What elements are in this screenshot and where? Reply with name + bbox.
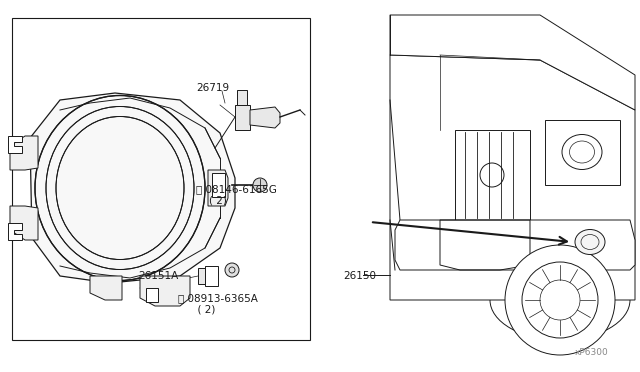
Polygon shape (390, 15, 635, 110)
Text: 26150: 26150 (343, 271, 376, 281)
Polygon shape (140, 276, 190, 306)
Text: 26151A: 26151A (138, 271, 179, 281)
Polygon shape (10, 206, 38, 240)
Polygon shape (237, 90, 247, 105)
Polygon shape (198, 268, 205, 284)
Polygon shape (90, 276, 122, 300)
Ellipse shape (575, 230, 605, 254)
Bar (545, 120, 620, 185)
Text: Ⓝ 08913-6365A
      ( 2): Ⓝ 08913-6365A ( 2) (178, 293, 258, 315)
Polygon shape (8, 136, 22, 153)
Text: Ⓑ 08146-6165G
    ( 2): Ⓑ 08146-6165G ( 2) (196, 184, 277, 206)
Polygon shape (8, 223, 22, 240)
Polygon shape (146, 288, 158, 302)
Polygon shape (250, 107, 280, 128)
Polygon shape (30, 93, 235, 283)
Text: 26719: 26719 (196, 83, 229, 93)
Polygon shape (208, 170, 228, 206)
Polygon shape (235, 105, 250, 130)
Text: xP6300: xP6300 (575, 348, 609, 357)
Polygon shape (10, 136, 38, 170)
Circle shape (225, 263, 239, 277)
Circle shape (253, 178, 267, 192)
Polygon shape (390, 55, 635, 300)
Polygon shape (212, 173, 225, 197)
Circle shape (505, 245, 615, 355)
Bar (12, 18, 310, 340)
Bar (455, 130, 530, 220)
Polygon shape (205, 266, 218, 286)
Polygon shape (395, 220, 635, 270)
